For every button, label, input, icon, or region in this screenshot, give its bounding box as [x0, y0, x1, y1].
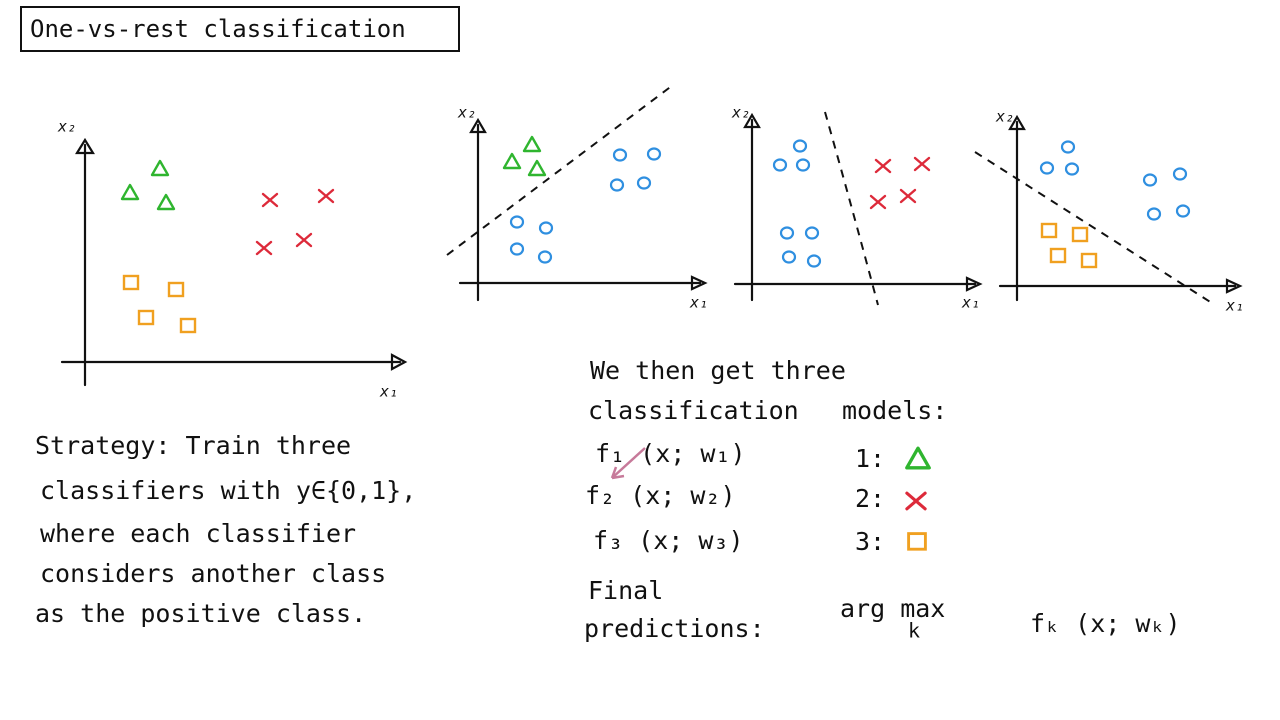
- title-box: [20, 6, 460, 52]
- plot-3: x₂ x₁: [731, 104, 983, 312]
- formula: arg max: [840, 594, 945, 623]
- heading: models:: [842, 396, 947, 425]
- text-line: where each classifier: [40, 519, 356, 548]
- plot-2: x₂ x₁: [446, 84, 708, 312]
- x-axis-label: x₁: [689, 294, 708, 312]
- formula-subscript: k: [908, 619, 920, 643]
- title: One-vs-rest classification: [30, 15, 406, 43]
- pointer-arrow: [610, 447, 646, 480]
- y-axis-label: x₂: [731, 104, 750, 122]
- heading: classification: [588, 396, 799, 425]
- x-axis-label: x₁: [961, 294, 980, 312]
- model-function: f₃ (x; w₃): [593, 526, 744, 555]
- x-axis-label: x₁: [379, 383, 398, 401]
- text-line: Strategy: Train three: [35, 431, 351, 460]
- text-line: considers another class: [40, 559, 386, 588]
- model-index: 1:: [855, 444, 885, 473]
- model-function: f₂ (x; w₂): [585, 481, 736, 510]
- text-line: as the positive class.: [35, 599, 366, 628]
- plot-4: x₂ x₁: [974, 108, 1244, 315]
- label: Final: [588, 576, 663, 605]
- text-line: classifiers with y∈{0,1},: [40, 476, 416, 505]
- models: We then get three classification models:…: [585, 356, 947, 556]
- strategy: Strategy: Train three classifiers with y…: [35, 431, 416, 628]
- y-axis-label: x₂: [57, 118, 76, 136]
- y-axis-label: x₂: [995, 108, 1014, 126]
- formula: fₖ (x; wₖ): [1030, 609, 1181, 638]
- plot-1: x₂ x₁: [57, 118, 408, 401]
- model-index: 2:: [855, 484, 885, 513]
- label: predictions:: [584, 614, 765, 643]
- heading: We then get three: [590, 356, 846, 385]
- final-prediction: Final predictions: arg max k fₖ (x; wₖ): [584, 576, 1181, 643]
- model-function: f₁ (x; w₁): [595, 439, 746, 468]
- model-index: 3:: [855, 527, 885, 556]
- x-axis-label: x₁: [1225, 297, 1244, 315]
- y-axis-label: x₂: [457, 104, 476, 122]
